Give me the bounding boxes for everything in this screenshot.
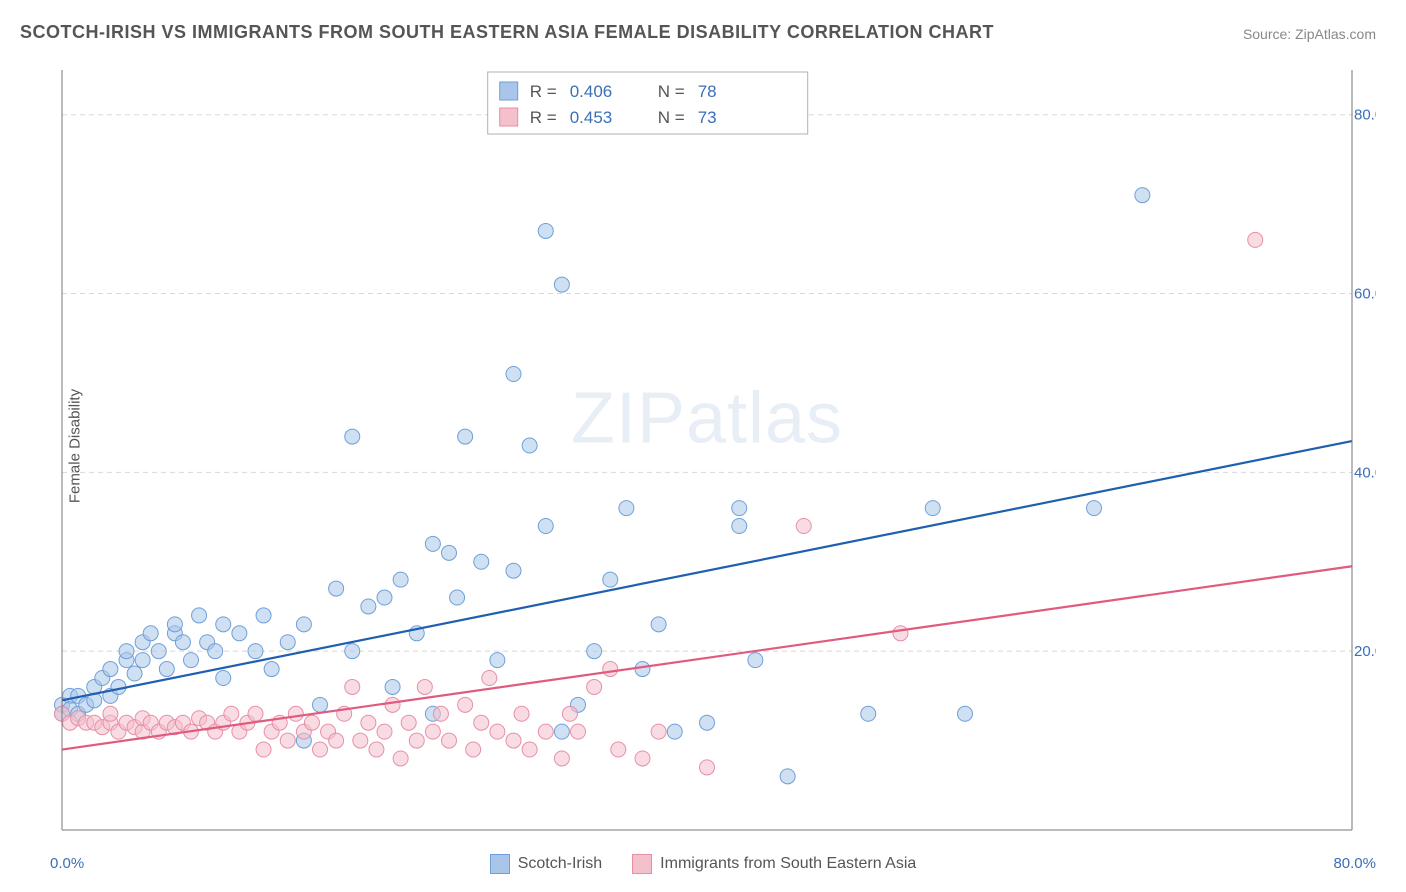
- svg-text:78: 78: [698, 82, 717, 101]
- svg-text:0.453: 0.453: [570, 108, 613, 127]
- legend-item-series-1: Immigrants from South Eastern Asia: [632, 854, 916, 874]
- legend-item-series-0: Scotch-Irish: [490, 854, 602, 874]
- svg-text:73: 73: [698, 108, 717, 127]
- svg-text:N =: N =: [658, 82, 685, 101]
- svg-text:R =: R =: [530, 108, 557, 127]
- legend-swatch-icon: [490, 854, 510, 874]
- svg-text:80.0%: 80.0%: [1354, 107, 1376, 124]
- svg-text:R =: R =: [530, 82, 557, 101]
- source-attribution: Source: ZipAtlas.com: [1243, 26, 1376, 42]
- legend-label: Immigrants from South Eastern Asia: [660, 855, 916, 873]
- svg-text:0.406: 0.406: [570, 82, 613, 101]
- legend-label: Scotch-Irish: [518, 855, 602, 873]
- svg-text:60.0%: 60.0%: [1354, 286, 1376, 303]
- chart-title: SCOTCH-IRISH VS IMMIGRANTS FROM SOUTH EA…: [20, 22, 994, 43]
- bottom-legend: Scotch-Irish Immigrants from South Easte…: [0, 854, 1406, 874]
- legend-swatch-icon: [632, 854, 652, 874]
- svg-text:N =: N =: [658, 108, 685, 127]
- svg-text:40.0%: 40.0%: [1354, 464, 1376, 481]
- svg-text:ZIPatlas: ZIPatlas: [571, 378, 843, 458]
- svg-text:20.0%: 20.0%: [1354, 643, 1376, 660]
- chart-plot-area: 20.0% 40.0% 60.0% 80.0% ZIPatlas R = 0.406 N = 7…: [50, 60, 1376, 855]
